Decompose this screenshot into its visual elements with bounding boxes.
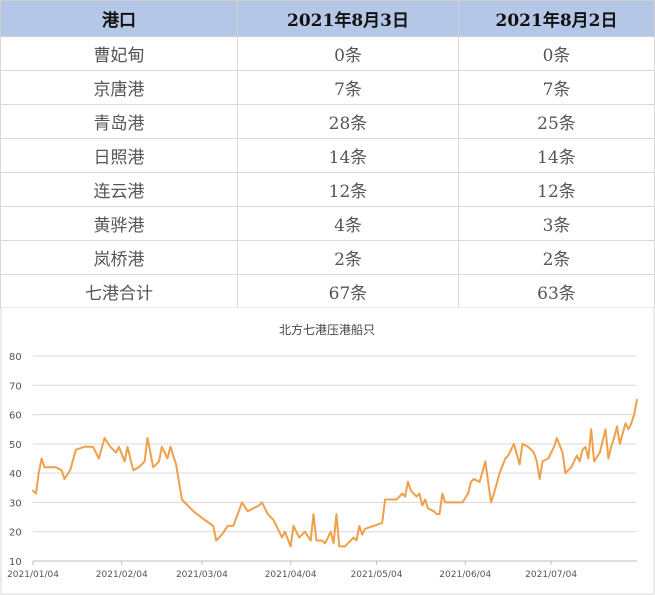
x-axis: 2021/01/04 2021/02/04 2021/03/04 2021/04/04… — [7, 561, 577, 580]
header-aug-3: 2021年8月3日 — [237, 0, 459, 37]
chart-frame — [0, 307, 655, 595]
y-tick-label: 50 — [9, 440, 22, 451]
x-tick-label: 2021/07/04 — [525, 570, 577, 580]
chart-container: 北方七港压港船只 10 20 30 40 50 60 70 80 2021/01/04 2021… — [0, 307, 655, 595]
series-line — [32, 398, 638, 548]
aug-2-value: 3条 — [458, 206, 655, 241]
y-axis: 10 20 30 40 50 60 70 80 — [9, 352, 22, 568]
table-row: 连云港 12条 12条 — [0, 172, 655, 207]
chart-series — [32, 398, 638, 548]
chart-grid — [33, 355, 637, 562]
aug-2-value: 14条 — [458, 138, 655, 173]
header-port: 港口 — [0, 0, 238, 37]
aug-2-value: 2条 — [458, 240, 655, 275]
y-tick-label: 30 — [9, 498, 22, 509]
aug-3-value: 2条 — [237, 240, 459, 275]
x-tick-label: 2021/03/04 — [176, 570, 228, 580]
port-name: 青岛港 — [0, 104, 238, 139]
y-tick-label: 10 — [9, 557, 22, 568]
aug-2-value: 12条 — [458, 172, 655, 207]
table-row: 曹妃甸 0条 0条 — [0, 36, 655, 71]
aug-3-value: 7条 — [237, 70, 459, 105]
port-name: 京唐港 — [0, 70, 238, 105]
y-tick-label: 60 — [9, 411, 22, 422]
aug-3-value: 4条 — [237, 206, 459, 241]
aug-2-value: 0条 — [458, 36, 655, 71]
aug-3-value: 28条 — [237, 104, 459, 139]
table-row: 日照港 14条 14条 — [0, 138, 655, 173]
port-name: 连云港 — [0, 172, 238, 207]
table-row: 京唐港 7条 7条 — [0, 70, 655, 105]
table-row: 岚桥港 2条 2条 — [0, 240, 655, 275]
y-tick-label: 40 — [9, 469, 22, 480]
header-aug-2: 2021年8月2日 — [458, 0, 655, 37]
aug-2-value: 25条 — [458, 104, 655, 139]
port-name: 曹妃甸 — [0, 36, 238, 71]
y-tick-label: 80 — [9, 352, 22, 363]
y-tick-label: 70 — [9, 381, 22, 392]
aug-2-value: 63条 — [458, 274, 655, 309]
aug-3-value: 14条 — [237, 138, 459, 173]
table-row: 黄骅港 4条 3条 — [0, 206, 655, 241]
aug-3-value: 12条 — [237, 172, 459, 207]
port-name: 黄骅港 — [0, 206, 238, 241]
port-name: 七港合计 — [0, 274, 238, 309]
aug-3-value: 67条 — [237, 274, 459, 309]
x-tick-label: 2021/04/04 — [265, 570, 317, 580]
x-tick-label: 2021/06/04 — [439, 570, 491, 580]
table-header-row: 港口 2021年8月3日 2021年8月2日 — [0, 0, 655, 37]
x-tick-label: 2021/01/04 — [7, 570, 59, 580]
x-tick-label: 2021/05/04 — [351, 570, 403, 580]
x-tick-label: 2021/02/04 — [96, 570, 148, 580]
table-row: 青岛港 28条 25条 — [0, 104, 655, 139]
aug-3-value: 0条 — [237, 36, 459, 71]
port-name: 日照港 — [0, 138, 238, 173]
port-table: 港口 2021年8月3日 2021年8月2日 曹妃甸 0条 0条 京唐港 7条 … — [0, 0, 655, 309]
aug-2-value: 7条 — [458, 70, 655, 105]
table-row-total: 七港合计 67条 63条 — [0, 274, 655, 309]
port-name: 岚桥港 — [0, 240, 238, 275]
y-tick-label: 20 — [9, 528, 22, 539]
chart-title: 北方七港压港船只 — [279, 322, 375, 337]
